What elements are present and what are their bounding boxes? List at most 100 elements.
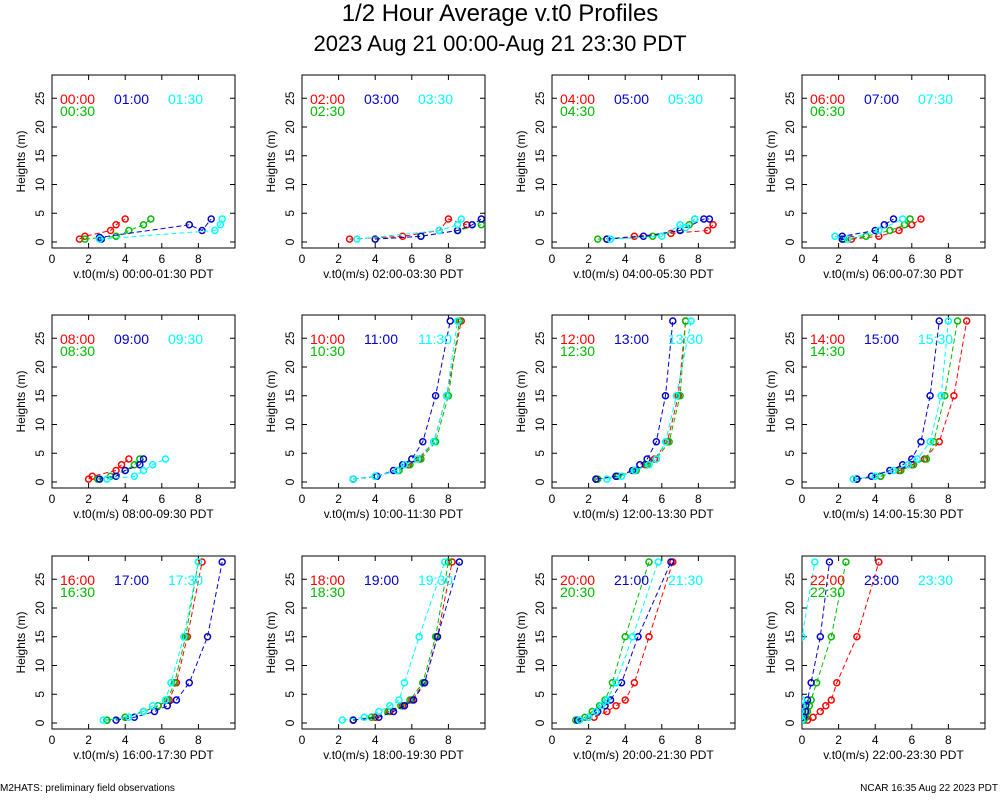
data-point [453, 221, 462, 229]
x-axis-label: v.t0(m/s) 10:00-11:30 PDT [324, 507, 464, 521]
legend-entry: 05:00 [614, 91, 649, 107]
legend-entry: 01:00 [114, 91, 149, 107]
y-axis-label: Heights (m) [764, 130, 778, 192]
y-axis-label: Heights (m) [264, 370, 278, 432]
y-tick-label: 5 [533, 691, 547, 698]
x-tick-label: 4 [872, 492, 879, 506]
data-point [842, 558, 850, 566]
data-point [603, 696, 611, 704]
x-tick-label: 4 [872, 252, 879, 266]
legend-entry: 11:30 [418, 331, 452, 347]
plot-frame [801, 314, 986, 489]
data-point [703, 226, 712, 235]
x-tick-label: 4 [622, 733, 629, 747]
y-tick-label: 15 [783, 389, 797, 403]
data-point [409, 696, 418, 704]
data-point [453, 317, 462, 325]
data-point [681, 223, 690, 232]
y-axis-label: Heights (m) [764, 611, 778, 673]
x-tick-label: 0 [299, 252, 306, 266]
data-point [953, 317, 962, 325]
data-point [926, 392, 934, 400]
data-point [345, 235, 354, 243]
y-tick-label: 25 [283, 331, 297, 345]
data-point [667, 229, 675, 238]
data-point [125, 455, 133, 463]
legend-entry: 04:30 [560, 103, 595, 119]
data-point [913, 455, 922, 463]
data-point [886, 226, 894, 235]
legend-entry: 13:00 [614, 331, 649, 347]
y-tick-label: 15 [533, 389, 547, 403]
y-tick-label: 10 [283, 418, 297, 432]
x-tick-label: 2 [85, 492, 92, 506]
legend-entry: 15:00 [864, 331, 899, 347]
data-point [218, 215, 226, 223]
y-tick-label: 15 [33, 630, 47, 644]
y-tick-label: 10 [283, 178, 297, 192]
data-point [665, 438, 673, 446]
data-point [636, 461, 644, 469]
y-tick-label: 5 [783, 450, 797, 457]
y-tick-label: 10 [533, 178, 547, 192]
series-layer [345, 215, 485, 243]
data-point [167, 679, 175, 687]
y-tick-label: 0 [533, 478, 547, 485]
data-point [431, 392, 440, 400]
series-line [99, 458, 144, 480]
y-tick-label: 15 [783, 630, 797, 644]
y-tick-label: 25 [783, 572, 797, 586]
x-tick-label: 8 [695, 733, 702, 747]
data-point [170, 679, 179, 687]
plot-frame [301, 314, 486, 489]
series-layer [572, 558, 677, 724]
plot-frame [801, 555, 986, 730]
y-tick-label: 0 [33, 238, 47, 245]
y-tick-label: 20 [283, 120, 297, 134]
x-tick-label: 0 [549, 492, 556, 506]
data-point [661, 438, 670, 446]
x-tick-label: 6 [908, 492, 915, 506]
data-point [211, 226, 219, 235]
y-tick-label: 20 [783, 601, 797, 615]
data-point [417, 232, 425, 240]
series-line [106, 458, 166, 480]
data-point [935, 317, 943, 325]
data-point [669, 317, 677, 325]
data-point [185, 679, 193, 687]
y-tick-label: 15 [533, 630, 547, 644]
x-axis-label: v.t0(m/s) 02:00-03:30 PDT [323, 267, 464, 281]
data-point [652, 455, 661, 463]
data-point [612, 679, 620, 687]
data-point [148, 461, 157, 469]
data-point [161, 455, 170, 463]
series-line [99, 218, 223, 240]
data-point [827, 633, 836, 641]
legend-entry: 02:30 [310, 103, 345, 119]
legend-entry: 18:30 [310, 584, 345, 600]
data-point [621, 633, 629, 641]
profile-panel: 0 2 4 6 8 0 5 10 15 20 25 v.t0(m/s) 02:00-03:30 PDT… [264, 74, 486, 281]
x-tick-label: 8 [195, 492, 202, 506]
data-point [658, 232, 666, 240]
data-point [802, 708, 804, 715]
legend-entry: 23:00 [864, 572, 899, 588]
y-tick-label: 15 [283, 149, 297, 163]
data-point [398, 232, 407, 240]
data-point [446, 317, 454, 325]
y-tick-label: 0 [783, 238, 797, 245]
data-point [809, 713, 817, 721]
x-tick-label: 0 [49, 252, 56, 266]
x-axis-label: v.t0(m/s) 08:00-09:30 PDT [73, 507, 214, 521]
x-tick-label: 0 [299, 492, 306, 506]
y-tick-label: 25 [533, 572, 547, 586]
y-tick-label: 0 [33, 719, 47, 726]
y-tick-label: 15 [283, 630, 297, 644]
plot-frame [51, 74, 236, 249]
data-point [592, 707, 600, 716]
data-point [444, 215, 453, 223]
y-tick-label: 15 [283, 389, 297, 403]
series-line [834, 218, 903, 240]
x-axis-label: v.t0(m/s) 18:00-19:30 PDT [323, 748, 464, 762]
data-point [400, 461, 409, 469]
